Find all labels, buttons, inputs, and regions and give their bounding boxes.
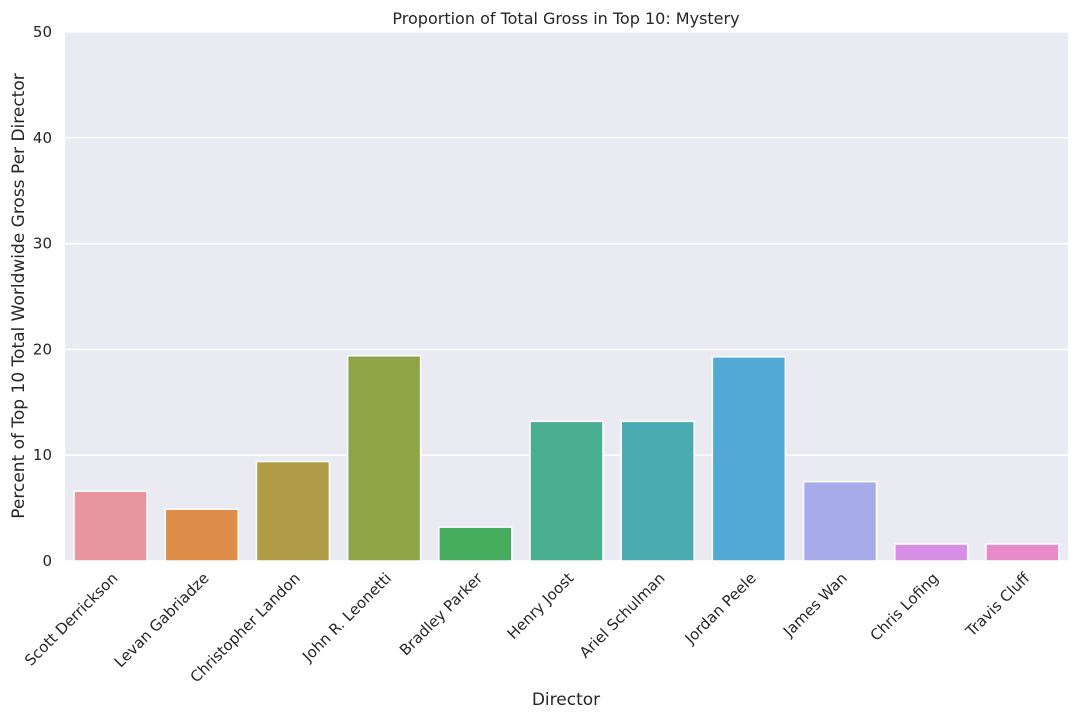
- bar: [164, 508, 239, 562]
- x-tick-label: John R. Leonetti: [298, 569, 395, 666]
- x-axis-title: Director: [532, 690, 600, 710]
- bar: [73, 490, 148, 562]
- bars: [73, 354, 1060, 562]
- bar: [894, 543, 969, 562]
- bar: [529, 420, 604, 562]
- x-tick-label: Scott Derrickson: [21, 569, 121, 669]
- x-tick-label: Bradley Parker: [396, 569, 487, 660]
- x-tick-label: Henry Joost: [504, 569, 578, 643]
- bar: [802, 480, 878, 562]
- x-tick-label: Levan Gabriadze: [111, 569, 213, 671]
- x-tick-label: James Wan: [779, 569, 851, 641]
- y-tick-label: 0: [42, 552, 52, 570]
- bar: [985, 543, 1060, 562]
- y-tick-label: 40: [33, 129, 52, 147]
- y-tick-label: 30: [33, 235, 52, 253]
- bar: [438, 526, 513, 562]
- bar: [620, 420, 695, 562]
- y-tick-label: 10: [33, 446, 52, 464]
- bar: [255, 460, 331, 562]
- y-axis-title: Percent of Top 10 Total Worldwide Gross …: [9, 73, 29, 519]
- bar: [346, 354, 422, 562]
- y-tick-label: 50: [33, 23, 52, 41]
- x-tick-label: Ariel Schulman: [576, 569, 669, 662]
- y-axis-ticks: 0 10 20 30 40 50: [33, 23, 52, 570]
- x-tick-label: Chris Lofing: [867, 569, 942, 644]
- y-tick-label: 20: [33, 340, 52, 358]
- x-tick-label: Travis Cluff: [962, 569, 1034, 641]
- x-tick-label: Jordan Peele: [681, 569, 760, 648]
- bar: [711, 356, 787, 562]
- chart-title: Proportion of Total Gross in Top 10: Mys…: [392, 9, 739, 28]
